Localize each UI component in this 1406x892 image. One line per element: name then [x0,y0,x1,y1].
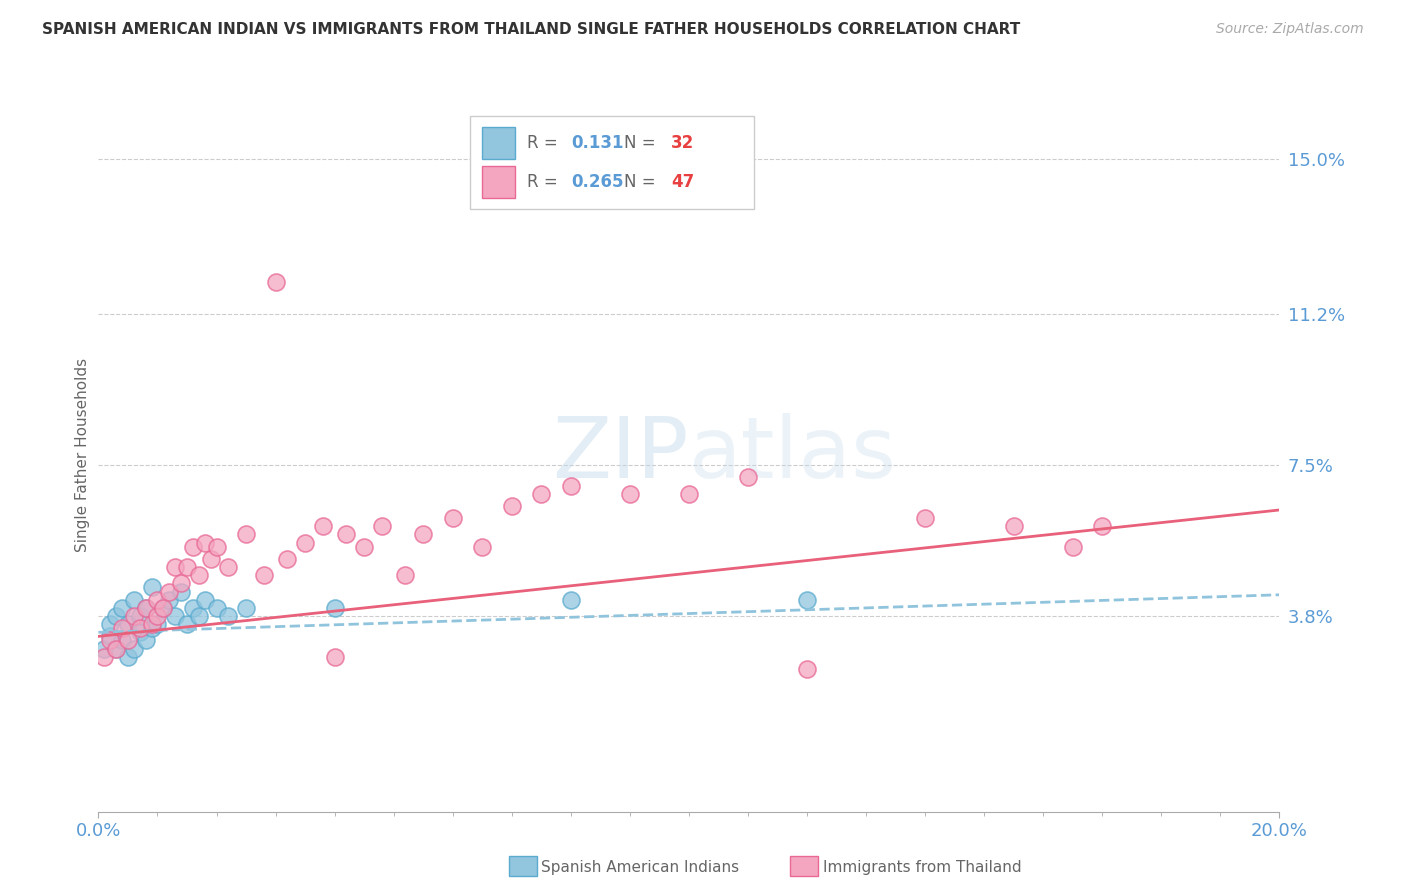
Text: Immigrants from Thailand: Immigrants from Thailand [823,860,1021,874]
Text: 0.131: 0.131 [571,134,623,152]
Point [146,617,169,632]
Text: 47: 47 [671,173,695,191]
Point [146,609,169,624]
Point [235,527,257,541]
Point [335,527,357,541]
Text: 32: 32 [671,134,695,152]
Point [217,560,239,574]
Point [117,617,139,632]
Point [122,641,145,656]
Point [181,600,204,615]
FancyBboxPatch shape [471,116,754,209]
Point [371,519,394,533]
Point [128,621,150,635]
Point [152,600,174,615]
Point [105,609,128,624]
Point [394,568,416,582]
Point [93,641,115,656]
Text: ZIP: ZIP [553,413,689,497]
Point [128,625,150,640]
FancyBboxPatch shape [482,127,516,159]
Point [157,592,180,607]
Point [737,470,759,484]
Point [205,600,228,615]
Point [353,540,375,554]
Point [264,275,287,289]
Point [796,662,818,676]
Point [678,486,700,500]
Point [128,609,150,624]
Point [217,609,239,624]
Point [501,499,523,513]
Point [105,641,128,656]
FancyBboxPatch shape [482,166,516,198]
Point [412,527,434,541]
Point [170,576,193,591]
Text: 0.265: 0.265 [571,173,623,191]
Point [111,600,134,615]
Text: N =: N = [624,173,661,191]
Point [1002,519,1025,533]
Point [165,560,187,574]
Point [111,621,134,635]
Point [276,552,298,566]
Text: atlas: atlas [689,413,897,497]
Point [187,609,209,624]
Point [323,649,346,664]
Point [441,511,464,525]
Point [471,540,494,554]
Point [796,592,818,607]
Point [141,581,163,595]
Point [152,600,174,615]
Point [117,633,139,648]
Point [141,617,163,632]
Text: R =: R = [527,134,564,152]
Point [323,600,346,615]
Point [141,621,163,635]
Text: Spanish American Indians: Spanish American Indians [541,860,740,874]
Point [117,649,139,664]
Point [530,486,553,500]
Point [157,584,180,599]
Point [194,535,217,549]
Point [122,592,145,607]
Point [187,568,209,582]
Point [146,592,169,607]
Point [1062,540,1084,554]
Text: N =: N = [624,134,661,152]
Y-axis label: Single Father Households: Single Father Households [75,358,90,552]
Point [194,592,217,607]
Point [135,600,157,615]
Point [181,540,204,554]
Point [98,629,121,643]
Point [135,633,157,648]
Point [235,600,257,615]
Point [914,511,936,525]
Text: SPANISH AMERICAN INDIAN VS IMMIGRANTS FROM THAILAND SINGLE FATHER HOUSEHOLDS COR: SPANISH AMERICAN INDIAN VS IMMIGRANTS FR… [42,22,1021,37]
Point [1091,519,1114,533]
Text: Source: ZipAtlas.com: Source: ZipAtlas.com [1216,22,1364,37]
Point [312,519,335,533]
Point [135,600,157,615]
Point [253,568,276,582]
Point [176,617,198,632]
Point [170,584,193,599]
Point [560,478,582,492]
Point [111,633,134,648]
Point [560,592,582,607]
Point [200,552,222,566]
Point [98,617,121,632]
Point [205,540,228,554]
Point [93,649,115,664]
Text: R =: R = [527,173,564,191]
Point [294,535,316,549]
Point [98,633,121,648]
Point [176,560,198,574]
Point [619,486,641,500]
Point [165,609,187,624]
Point [105,641,128,656]
Point [122,609,145,624]
